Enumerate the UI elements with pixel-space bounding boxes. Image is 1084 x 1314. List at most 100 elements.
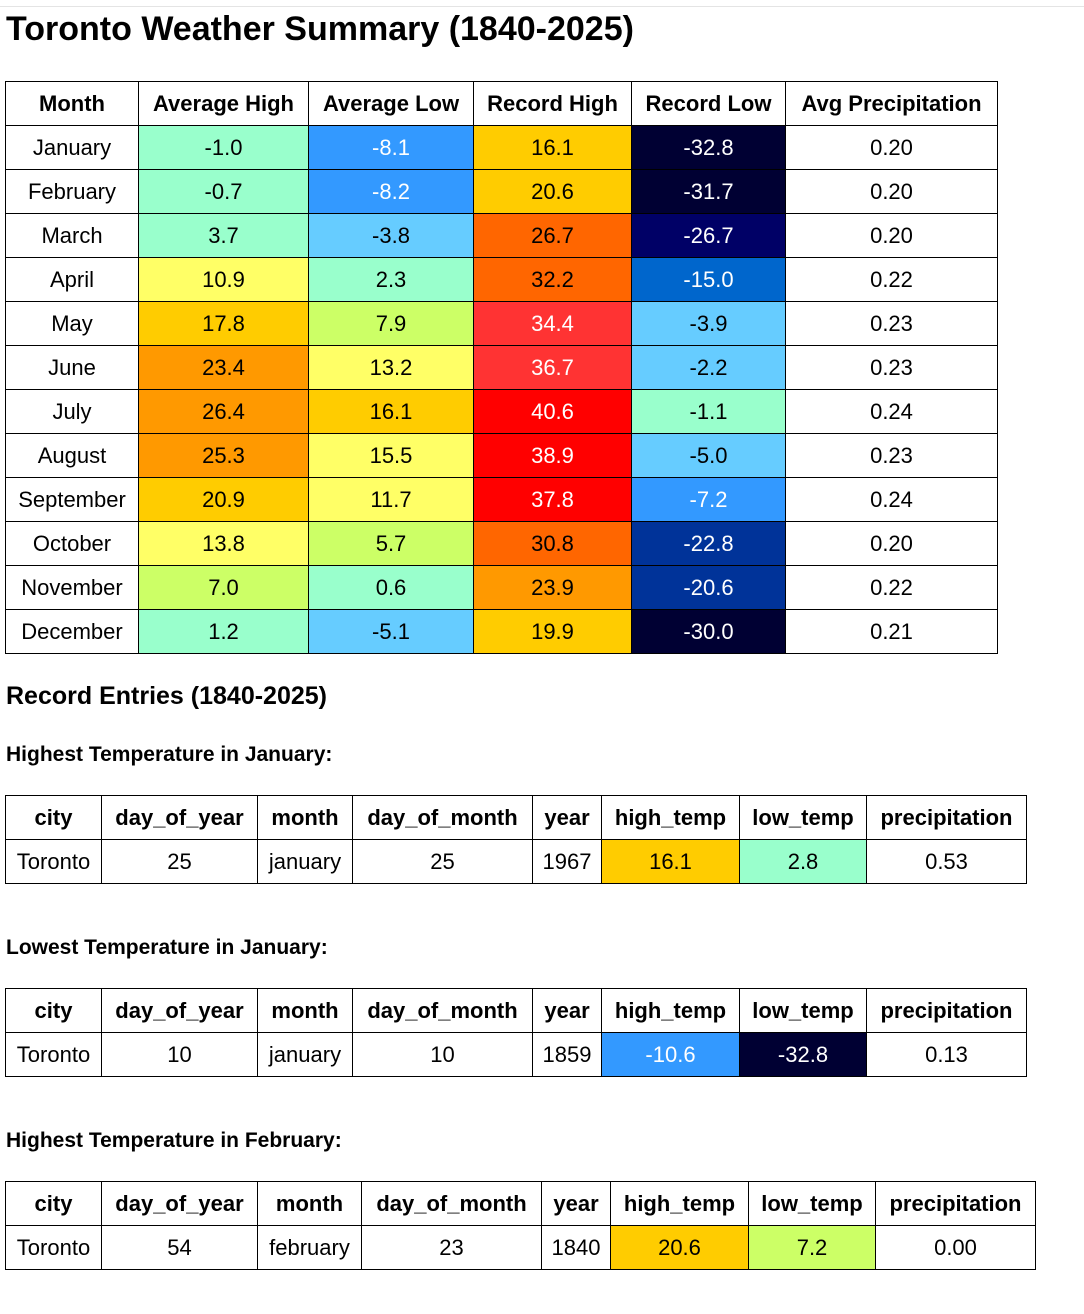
avg-precipitation-cell: 0.20 [785,125,998,170]
avg-precipitation-cell: 0.22 [785,257,998,302]
column-header: high_temp [601,795,740,840]
record-table: city day_of_year month day_of_month year high… [5,1181,1036,1270]
month-cell: March [5,213,139,258]
avg-precipitation-cell: 0.20 [785,521,998,566]
record-high-cell: 37.8 [473,477,632,522]
month-cell: April [5,257,139,302]
month-cell: january [257,1032,353,1077]
record-low-cell: -20.6 [631,565,786,610]
page-title: Toronto Weather Summary (1840-2025) [6,10,634,48]
column-header: Avg Precipitation [785,81,998,126]
low-temp-cell: 7.2 [748,1225,876,1270]
avg-precipitation-cell: 0.24 [785,389,998,434]
month-cell: September [5,477,139,522]
record-high-cell: 30.8 [473,521,632,566]
city-cell: Toronto [5,1032,102,1077]
city-cell: Toronto [5,1225,102,1270]
average-high-cell: 26.4 [138,389,309,434]
average-high-cell: 3.7 [138,213,309,258]
average-high-cell: 7.0 [138,565,309,610]
average-low-cell: 13.2 [308,345,474,390]
record-low-cell: -3.9 [631,301,786,346]
column-header: month [257,795,353,840]
summary-table: Month Average High Average Low Record Hi… [5,81,998,654]
column-header: year [541,1181,611,1226]
column-header: Month [5,81,139,126]
average-low-cell: 15.5 [308,433,474,478]
year-cell: 1967 [532,839,602,884]
column-header: city [5,988,102,1033]
column-header: day_of_month [352,795,533,840]
record-high-cell: 23.9 [473,565,632,610]
column-header: precipitation [866,795,1027,840]
avg-precipitation-cell: 0.23 [785,301,998,346]
record-low-cell: -26.7 [631,213,786,258]
record-high-cell: 19.9 [473,609,632,654]
table-row: September 20.9 11.7 37.8 -7.2 0.24 [5,477,998,522]
record-low-cell: -5.0 [631,433,786,478]
day-of-month-cell: 10 [352,1032,533,1077]
low-temp-cell: -32.8 [739,1032,867,1077]
table-row: January -1.0 -8.1 16.1 -32.8 0.20 [5,125,998,170]
day-of-year-cell: 54 [101,1225,258,1270]
low-temp-cell: 2.8 [739,839,867,884]
month-cell: january [257,839,353,884]
record-low-cell: -2.2 [631,345,786,390]
record-low-cell: -1.1 [631,389,786,434]
record-high-cell: 40.6 [473,389,632,434]
record-high-cell: 32.2 [473,257,632,302]
day-of-month-cell: 23 [361,1225,542,1270]
table-row: Toronto 54 february 23 1840 20.6 7.2 0.00 [5,1225,1036,1270]
average-low-cell: 5.7 [308,521,474,566]
day-of-year-cell: 10 [101,1032,258,1077]
column-header: day_of_month [352,988,533,1033]
table-row: February -0.7 -8.2 20.6 -31.7 0.20 [5,169,998,214]
column-header: Record High [473,81,632,126]
average-low-cell: 0.6 [308,565,474,610]
month-cell: May [5,301,139,346]
record-low-cell: -32.8 [631,125,786,170]
record-heading: Lowest Temperature in January: [6,936,328,959]
precipitation-cell: 0.00 [875,1225,1036,1270]
average-high-cell: 17.8 [138,301,309,346]
record-table: city day_of_year month day_of_month year high… [5,795,1027,884]
column-header: year [532,988,602,1033]
year-cell: 1859 [532,1032,602,1077]
high-temp-cell: 20.6 [610,1225,749,1270]
record-low-cell: -7.2 [631,477,786,522]
record-low-cell: -31.7 [631,169,786,214]
column-header: month [257,1181,362,1226]
record-high-cell: 34.4 [473,301,632,346]
table-row: June 23.4 13.2 36.7 -2.2 0.23 [5,345,998,390]
month-cell: February [5,169,139,214]
table-row: December 1.2 -5.1 19.9 -30.0 0.21 [5,609,998,654]
average-high-cell: 20.9 [138,477,309,522]
column-header: precipitation [875,1181,1036,1226]
column-header: day_of_year [101,988,258,1033]
average-low-cell: -5.1 [308,609,474,654]
table-row: July 26.4 16.1 40.6 -1.1 0.24 [5,389,998,434]
column-header: city [5,795,102,840]
precipitation-cell: 0.53 [866,839,1027,884]
column-header: Average High [138,81,309,126]
month-cell: August [5,433,139,478]
column-header: year [532,795,602,840]
column-header: high_temp [601,988,740,1033]
month-cell: January [5,125,139,170]
average-high-cell: 10.9 [138,257,309,302]
record-high-cell: 16.1 [473,125,632,170]
table-row: Toronto 10 january 10 1859 -10.6 -32.8 0.13 [5,1032,1027,1077]
record-low-cell: -22.8 [631,521,786,566]
column-header: Average Low [308,81,474,126]
column-header: low_temp [739,795,867,840]
column-header: low_temp [739,988,867,1033]
table-row: August 25.3 15.5 38.9 -5.0 0.23 [5,433,998,478]
column-header: precipitation [866,988,1027,1033]
precipitation-cell: 0.13 [866,1032,1027,1077]
avg-precipitation-cell: 0.20 [785,213,998,258]
record-table: city day_of_year month day_of_month year high… [5,988,1027,1077]
average-low-cell: 16.1 [308,389,474,434]
average-high-cell: 25.3 [138,433,309,478]
avg-precipitation-cell: 0.20 [785,169,998,214]
record-header-row: city day_of_year month day_of_month year high… [5,1181,1036,1226]
